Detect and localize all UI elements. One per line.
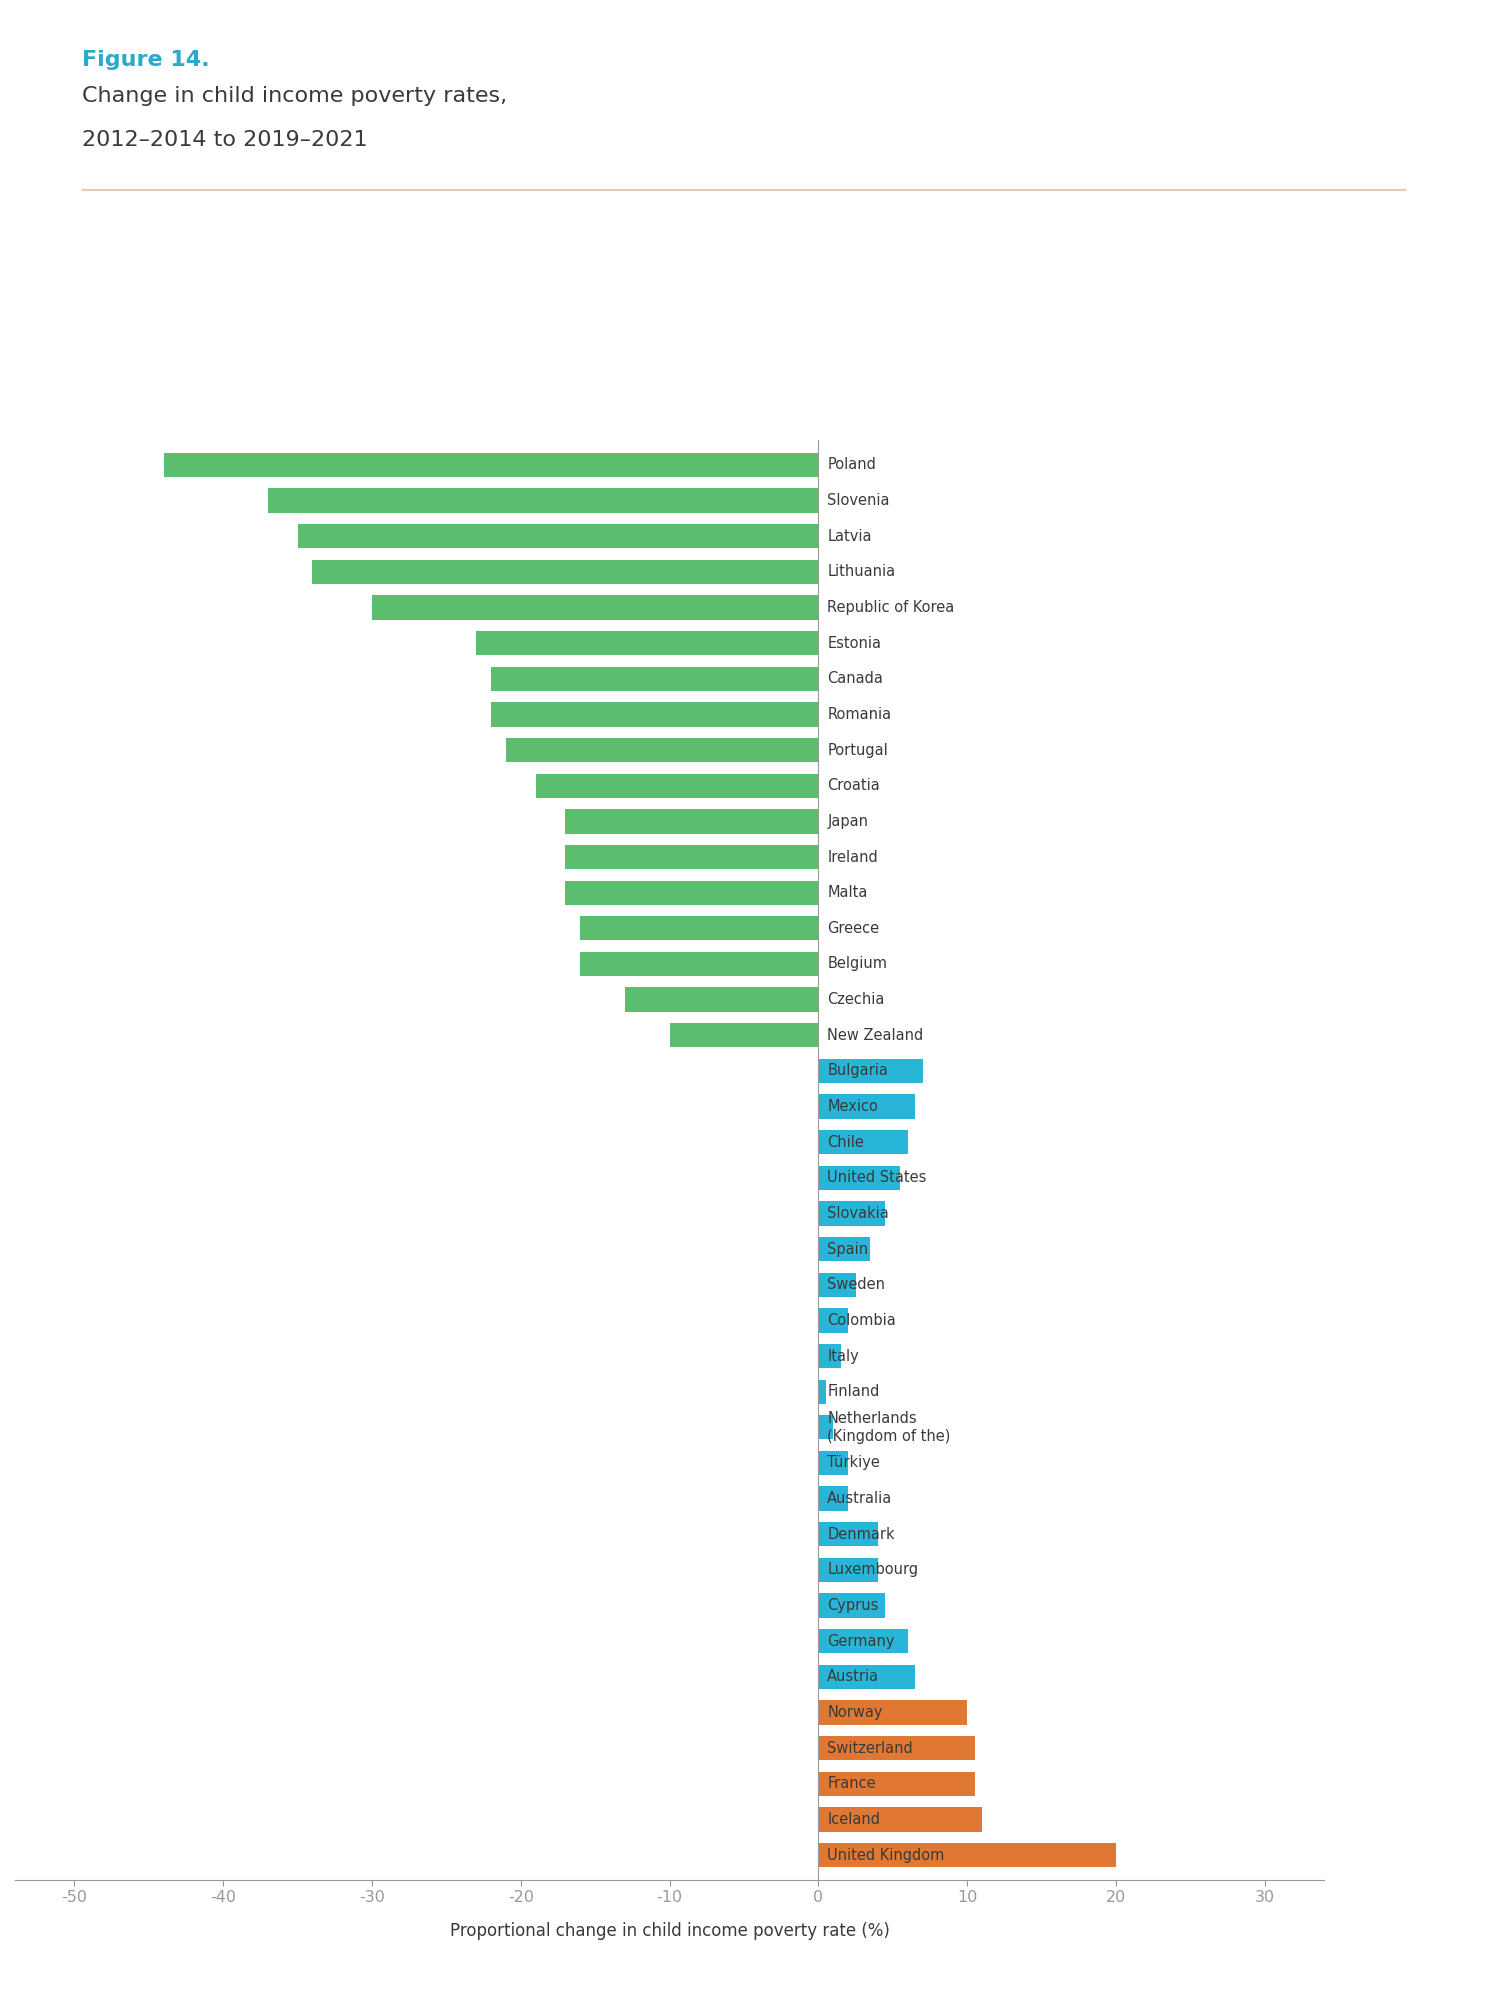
Text: Lithuania: Lithuania (827, 564, 896, 580)
Text: Bulgaria: Bulgaria (827, 1064, 888, 1078)
Bar (818, 1344, 841, 1368)
Text: Spain: Spain (827, 1242, 869, 1256)
Text: Change in child income poverty rates,: Change in child income poverty rates, (82, 86, 507, 106)
Bar (818, 1522, 878, 1546)
Text: Austria: Austria (827, 1670, 879, 1684)
Bar (565, 844, 818, 870)
Text: Figure 14.: Figure 14. (82, 50, 210, 70)
Bar (372, 596, 818, 620)
Text: Iceland: Iceland (827, 1812, 881, 1826)
Bar (818, 1630, 908, 1654)
Text: Croatia: Croatia (827, 778, 879, 794)
Text: Japan: Japan (827, 814, 869, 828)
Text: Mexico: Mexico (827, 1100, 878, 1114)
Text: Denmark: Denmark (827, 1526, 894, 1542)
Text: Slovakia: Slovakia (827, 1206, 888, 1220)
Text: Poland: Poland (827, 458, 876, 472)
Text: Türkiye: Türkiye (827, 1456, 881, 1470)
Text: Greece: Greece (827, 920, 879, 936)
Bar (818, 1130, 908, 1154)
Bar (818, 1558, 878, 1582)
Bar (818, 1058, 923, 1084)
Bar (818, 1202, 885, 1226)
Bar (818, 1272, 856, 1296)
Bar (670, 1024, 818, 1048)
Bar (164, 452, 818, 478)
Bar (818, 1700, 967, 1724)
Bar (818, 1594, 885, 1618)
Text: Sweden: Sweden (827, 1278, 885, 1292)
Bar (476, 632, 818, 656)
Text: Portugal: Portugal (827, 742, 888, 758)
Bar (580, 952, 818, 976)
Text: Canada: Canada (827, 672, 884, 686)
Bar (491, 666, 818, 690)
Bar (506, 738, 818, 762)
Bar (312, 560, 818, 584)
Text: Germany: Germany (827, 1634, 894, 1648)
Bar (818, 1308, 848, 1332)
Text: Finland: Finland (827, 1384, 879, 1400)
Bar (818, 1450, 848, 1476)
Text: 2012–2014 to 2019–2021: 2012–2014 to 2019–2021 (82, 130, 368, 150)
Text: Slovenia: Slovenia (827, 494, 890, 508)
Text: Latvia: Latvia (827, 528, 872, 544)
Text: Czechia: Czechia (827, 992, 885, 1008)
Bar (625, 988, 818, 1012)
Text: New Zealand: New Zealand (827, 1028, 924, 1042)
Text: Chile: Chile (827, 1134, 865, 1150)
Text: Belgium: Belgium (827, 956, 887, 972)
Bar (818, 1664, 915, 1688)
Bar (268, 488, 818, 512)
Text: Malta: Malta (827, 886, 868, 900)
Bar (818, 1736, 975, 1760)
Text: Italy: Italy (827, 1348, 859, 1364)
Text: Romania: Romania (827, 706, 891, 722)
Bar (818, 1094, 915, 1118)
Bar (491, 702, 818, 726)
Text: France: France (827, 1776, 876, 1792)
Text: Colombia: Colombia (827, 1312, 896, 1328)
Text: Australia: Australia (827, 1492, 893, 1506)
Text: United Kingdom: United Kingdom (827, 1848, 945, 1862)
Text: Cyprus: Cyprus (827, 1598, 879, 1614)
Text: Estonia: Estonia (827, 636, 881, 650)
Bar (818, 1236, 870, 1262)
Bar (818, 1486, 848, 1510)
Bar (818, 1380, 826, 1404)
Text: Ireland: Ireland (827, 850, 878, 864)
Bar (536, 774, 818, 798)
Bar (818, 1772, 975, 1796)
Bar (818, 1842, 1116, 1868)
Text: Netherlands
(Kingdom of the): Netherlands (Kingdom of the) (827, 1412, 951, 1444)
Text: Switzerland: Switzerland (827, 1740, 914, 1756)
Bar (818, 1416, 833, 1440)
Bar (565, 810, 818, 834)
Bar (580, 916, 818, 940)
Text: United States: United States (827, 1170, 927, 1186)
Bar (818, 1808, 982, 1832)
Bar (565, 880, 818, 904)
Text: Republic of Korea: Republic of Korea (827, 600, 955, 616)
Bar (298, 524, 818, 548)
X-axis label: Proportional change in child income poverty rate (%): Proportional change in child income pove… (449, 1922, 890, 1940)
Text: Norway: Norway (827, 1704, 882, 1720)
Text: Luxembourg: Luxembourg (827, 1562, 918, 1578)
Bar (818, 1166, 900, 1190)
